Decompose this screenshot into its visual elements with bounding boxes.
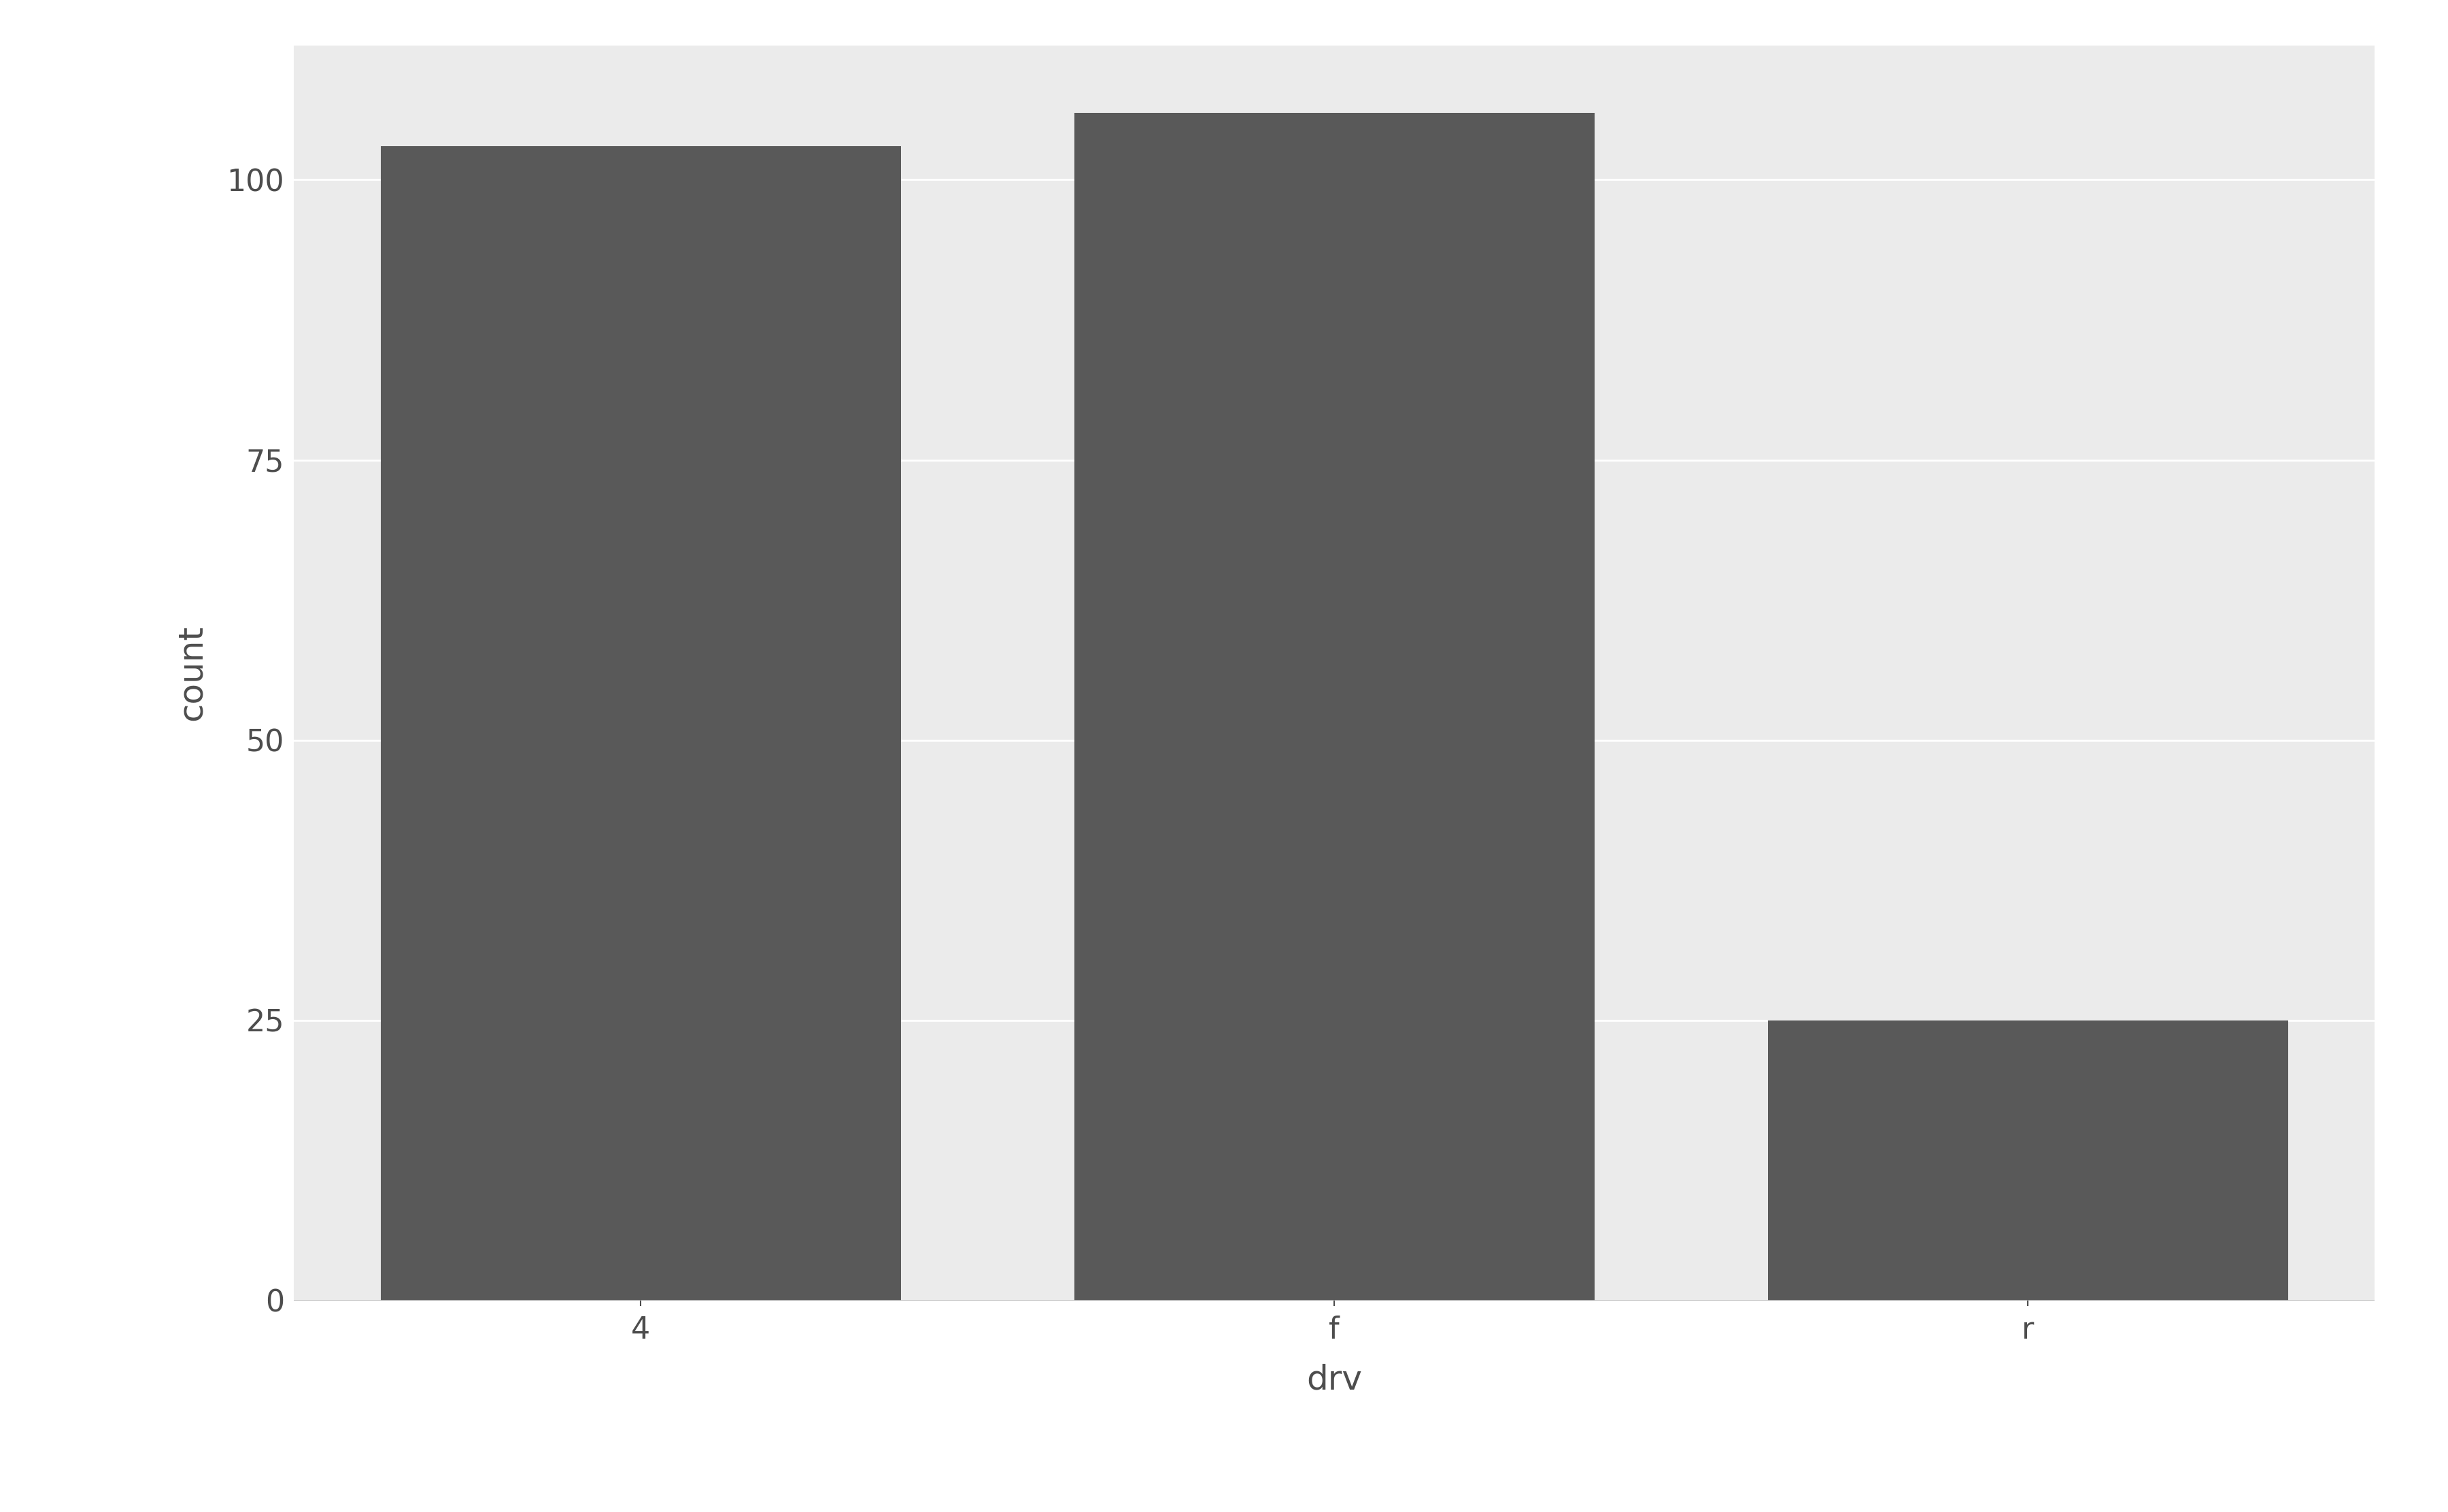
X-axis label: drv: drv: [1307, 1364, 1361, 1396]
Bar: [1075, 112, 1594, 1300]
Y-axis label: count: count: [176, 624, 208, 721]
Bar: [379, 147, 901, 1300]
Bar: [1767, 1021, 2289, 1300]
